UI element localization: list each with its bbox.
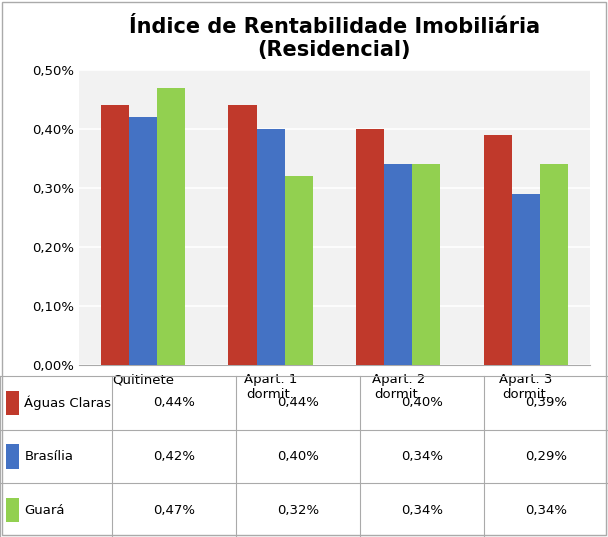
Bar <box>129 117 157 365</box>
Bar <box>101 105 129 365</box>
Text: 0,44%: 0,44% <box>277 396 319 409</box>
Text: 0,34%: 0,34% <box>401 450 443 463</box>
Bar <box>356 129 384 365</box>
Text: 0,47%: 0,47% <box>153 504 195 517</box>
Bar <box>257 129 285 365</box>
Bar <box>484 135 512 365</box>
Bar <box>157 88 185 365</box>
Text: Brasília: Brasília <box>24 450 74 463</box>
Bar <box>384 164 412 365</box>
Title: Índice de Rentabilidade Imobiliária
(Residencial): Índice de Rentabilidade Imobiliária (Res… <box>129 17 540 60</box>
Text: Águas Claras: Águas Claras <box>24 395 111 410</box>
Text: 0,34%: 0,34% <box>401 504 443 517</box>
Text: 0,39%: 0,39% <box>525 396 567 409</box>
Text: 0,42%: 0,42% <box>153 450 195 463</box>
Bar <box>512 194 540 365</box>
Text: 0,29%: 0,29% <box>525 450 567 463</box>
Bar <box>285 176 313 365</box>
Bar <box>229 105 257 365</box>
Text: 0,40%: 0,40% <box>401 396 443 409</box>
Text: Guará: Guará <box>24 504 65 517</box>
Bar <box>412 164 440 365</box>
Bar <box>540 164 568 365</box>
Text: 0,34%: 0,34% <box>525 504 567 517</box>
Text: 0,40%: 0,40% <box>277 450 319 463</box>
Text: 0,44%: 0,44% <box>153 396 195 409</box>
Text: 0,32%: 0,32% <box>277 504 319 517</box>
